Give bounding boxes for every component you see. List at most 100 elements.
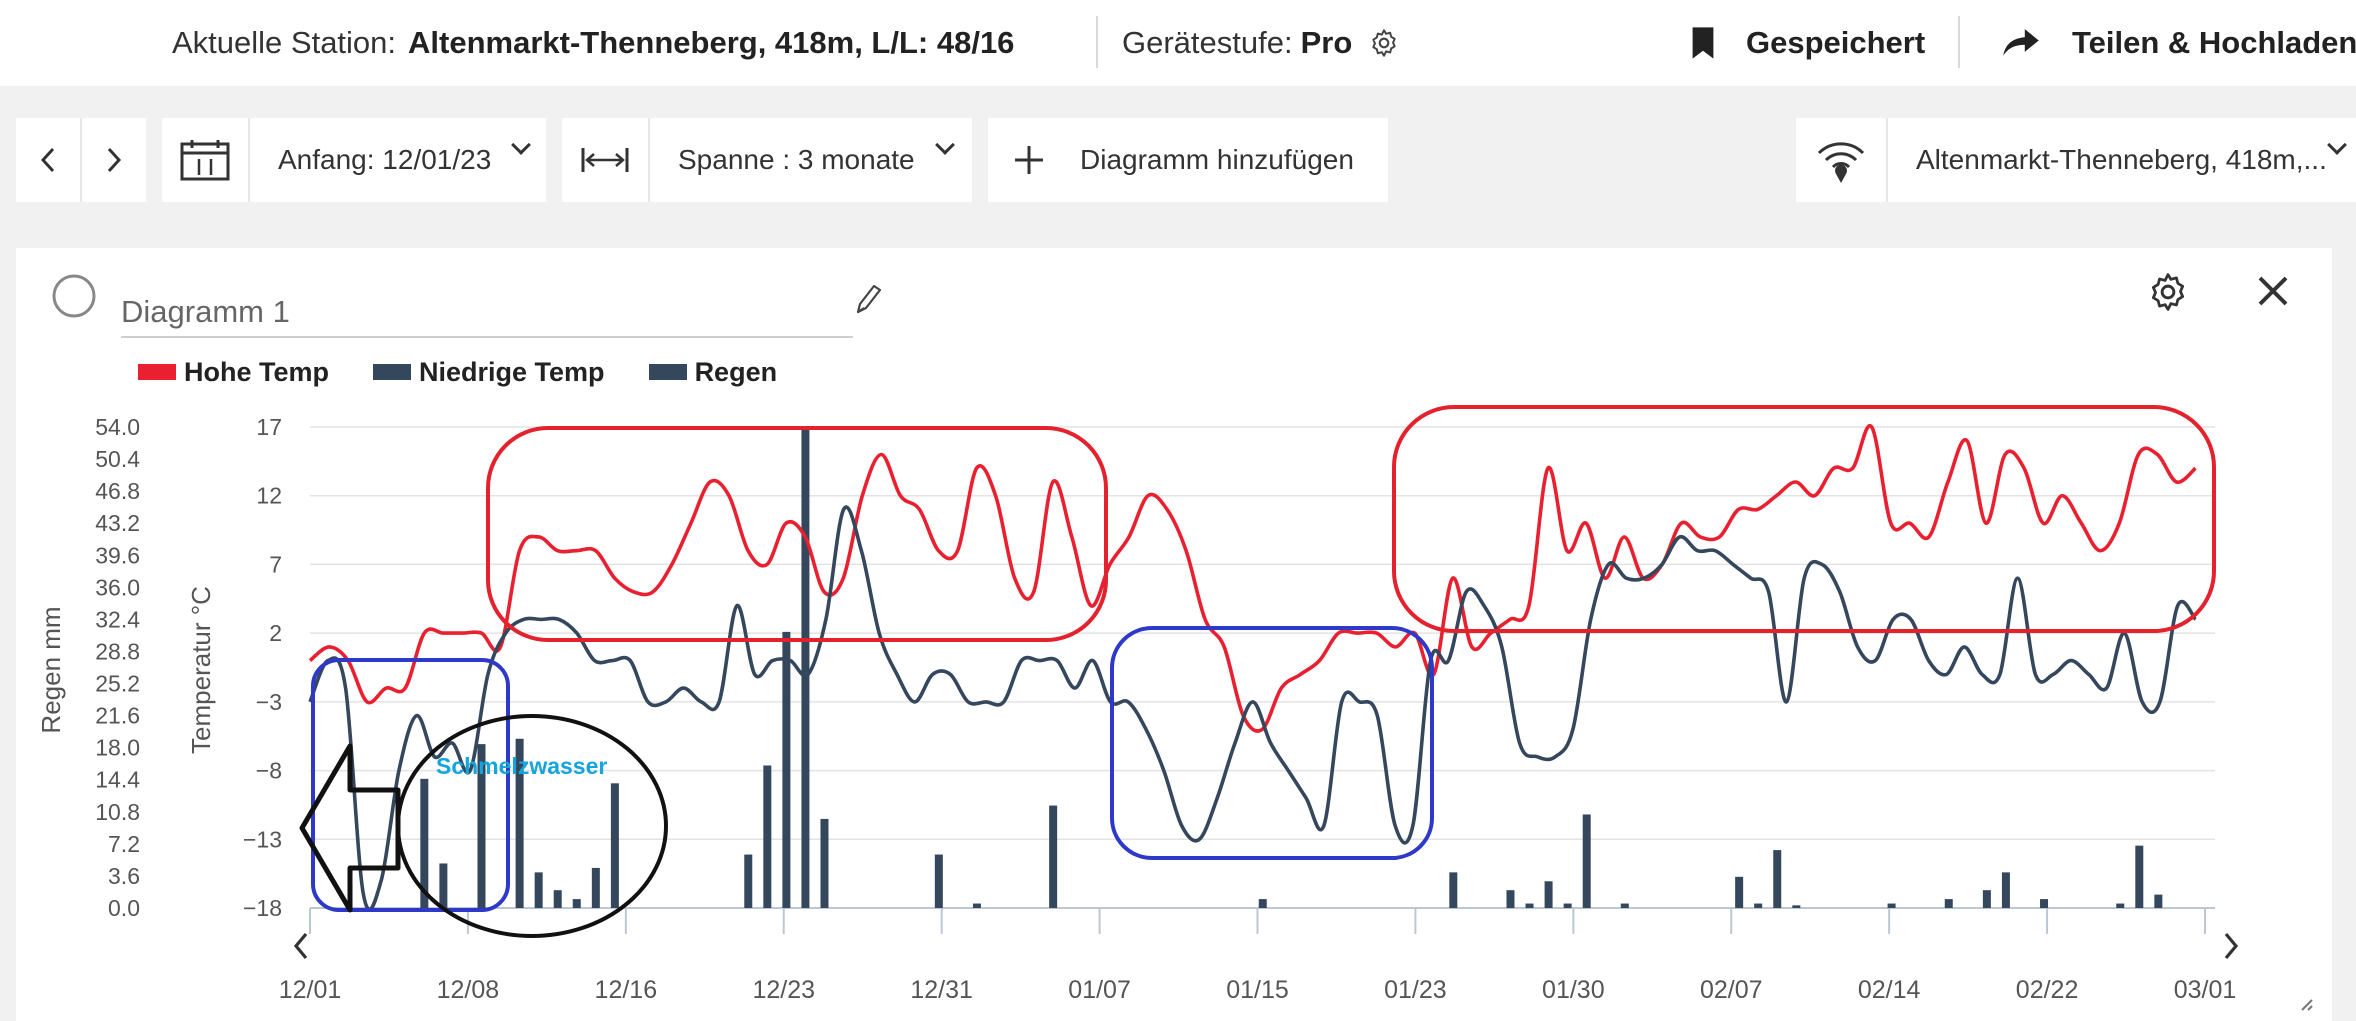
resize-handle-icon[interactable] [2301,999,2313,1011]
legend-label: Hohe Temp [184,356,330,387]
rain-tick-label: 25.2 [95,671,140,697]
rain-tick-label: 36.0 [95,574,140,600]
divider [1958,16,1960,68]
temp-tick-label: 2 [269,620,282,646]
rain-tick-label: 14.4 [95,767,140,793]
scroll-right-button[interactable] [2224,932,2239,960]
low-temp-line [308,505,2197,912]
rain-bar [1582,814,1591,908]
plus-icon [1015,146,1043,174]
temp-tick-label: 7 [269,551,282,577]
rain-bar [2001,872,2010,908]
rain-tick-label: 50.4 [95,446,140,472]
station-label: Aktuelle Station: [172,25,397,60]
rain-bar [591,867,600,908]
rain-tick-label: 46.8 [95,478,140,504]
annotation-text: Schmelzwasser [436,753,607,779]
span-button[interactable] [562,118,648,202]
legend-high-temp[interactable]: Hohe Temp [138,357,329,388]
temp-axis-label: Temperatur °C [186,586,216,754]
scroll-left-button[interactable] [293,932,308,960]
span-label: Spanne : 3 monate [678,144,915,175]
rain-bar [1563,903,1572,908]
rain-bar [2135,845,2144,908]
device-label: Gerätestufe: [1122,25,1293,60]
close-icon[interactable] [2256,274,2290,308]
rain-bar [1944,899,1953,908]
legend-low-temp[interactable]: Niedrige Temp [373,357,605,388]
x-tick-label: 01/07 [1068,976,1131,1004]
annotation-arrow-left-icon [299,743,401,913]
chart-title-input[interactable]: Diagramm 1 [121,288,853,338]
calendar-icon [180,140,230,181]
saved-button[interactable]: Gespeichert [1690,0,1925,86]
rain-bar [801,427,810,908]
chevron-right-icon [2224,932,2239,960]
start-date-label: Anfang: 12/01/23 [278,144,492,175]
x-tick-label: 02/14 [1858,976,1921,1004]
legend-label: Niedrige Temp [419,356,605,387]
legend-rain[interactable]: Regen [648,357,777,388]
rain-tick-label: 0.0 [108,895,140,921]
station-select[interactable]: Altenmarkt-Thenneberg, 418m,... [1796,118,2356,202]
add-chart-button[interactable]: Diagramm hinzufügen [988,118,1388,202]
rain-bar [2040,899,2049,908]
share-arrow-icon [2003,29,2039,56]
legend-swatch [373,364,412,380]
span-select[interactable]: Spanne : 3 monate [562,118,972,202]
next-button[interactable] [82,118,146,202]
rain-bar [1258,899,1267,908]
annotation-black-circle [396,714,668,938]
x-tick-label: 02/22 [2016,976,2079,1004]
prev-button[interactable] [16,118,80,202]
temp-tick-label: 17 [256,414,282,440]
annotation-red-box [1392,405,2216,633]
pencil-icon[interactable] [852,282,882,316]
x-tick-label: 03/01 [2174,976,2237,1004]
annotation-blue-box [311,658,510,912]
nav-group [16,118,146,202]
rain-tick-label: 39.6 [95,542,140,568]
annotation-blue-box [1110,626,1434,860]
rain-bars [420,427,2163,908]
rain-bar [2116,903,2125,908]
temp-axis-ticks: 17 12 7 2 −3 −8 −13 −18 [243,414,282,921]
top-bar: Aktuelle Station: Altenmarkt-Thenneberg,… [0,0,2356,86]
chart-settings-gear-icon[interactable] [2146,270,2190,314]
chart-title: Diagramm 1 [121,294,290,329]
rain-tick-label: 28.8 [95,638,140,664]
high-temp-line [308,423,2197,733]
x-axis-ticks: 12/01 12/08 12/16 12/23 12/31 01/07 01/15 01/23… [279,908,2237,1004]
rain-bar [2154,894,2163,908]
rain-bar [782,631,791,908]
temp-tick-label: −8 [256,758,282,784]
share-button[interactable]: Teilen & Hochladen [2002,0,2356,86]
rain-bar [972,903,981,908]
rain-bar [1506,890,1515,908]
legend-swatch [648,364,687,380]
rain-tick-label: 3.6 [108,863,140,889]
rain-bar [439,863,448,908]
x-tick-label: 02/07 [1700,976,1763,1004]
rain-bar [1754,903,1763,908]
rain-tick-label: 7.2 [108,831,140,857]
rain-bar [553,890,562,908]
annotation-red-box [486,426,1108,642]
rain-tick-label: 18.0 [95,735,140,761]
rain-bar [763,765,772,908]
rain-bar [1620,903,1629,908]
calendar-button[interactable] [162,118,248,202]
temp-tick-label: −18 [243,895,282,921]
station-value: Altenmarkt-Thenneberg, 418m, L/L: 48/16 [408,25,1015,60]
gear-icon[interactable] [1368,27,1400,59]
rain-bar [934,854,943,908]
divider [80,118,82,202]
rain-bar [820,818,829,908]
select-radio[interactable] [50,272,98,320]
x-tick-label: 01/30 [1542,976,1605,1004]
rain-tick-label: 54.0 [95,414,140,440]
start-date-select[interactable]: Anfang: 12/01/23 [162,118,546,202]
station-signal-button[interactable] [1796,118,1886,202]
rain-bar [477,744,486,908]
rain-tick-label: 10.8 [95,799,140,825]
